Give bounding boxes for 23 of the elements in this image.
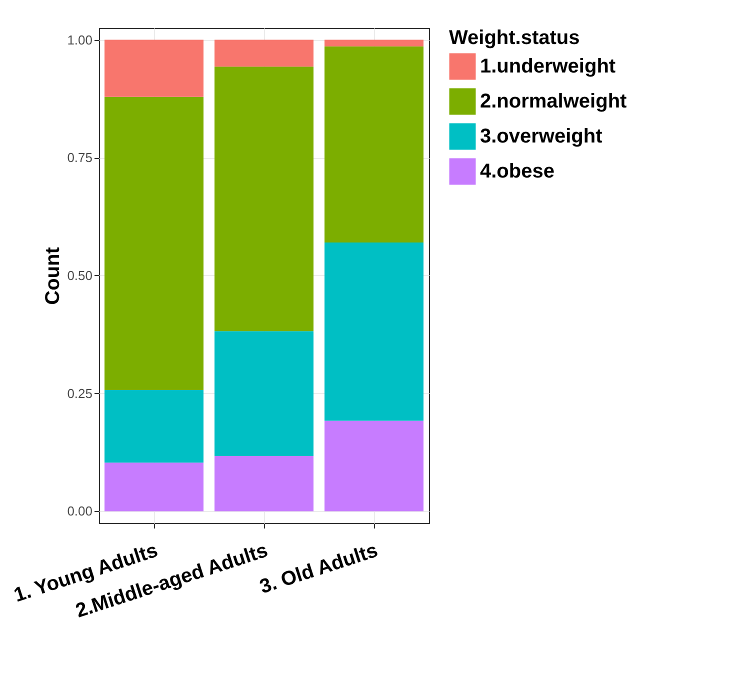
legend-title: Weight.status (449, 27, 580, 49)
bar (104, 390, 204, 463)
bar (104, 462, 204, 512)
legend-label: 4.obese (480, 160, 554, 182)
bar (324, 40, 424, 46)
bar (324, 242, 424, 421)
y-tick-label: 0.00 (67, 504, 92, 519)
y-tick-label: 1.00 (67, 32, 92, 48)
bar (104, 40, 204, 97)
y-axis-title: Count (42, 246, 64, 305)
bar (324, 46, 424, 242)
y-tick-label: 0.75 (67, 150, 92, 166)
bar (214, 40, 314, 67)
bar (214, 456, 314, 512)
y-tick-label: 0.50 (67, 268, 92, 283)
legend-label: 3.overweight (480, 126, 603, 148)
bar (324, 420, 424, 512)
y-tick-label: 0.25 (67, 386, 92, 401)
bar (104, 96, 204, 390)
legend-label: 2.normalweight (480, 90, 628, 112)
bar (214, 66, 314, 332)
bar (214, 331, 314, 456)
legend-label: 1.underweight (480, 56, 616, 78)
